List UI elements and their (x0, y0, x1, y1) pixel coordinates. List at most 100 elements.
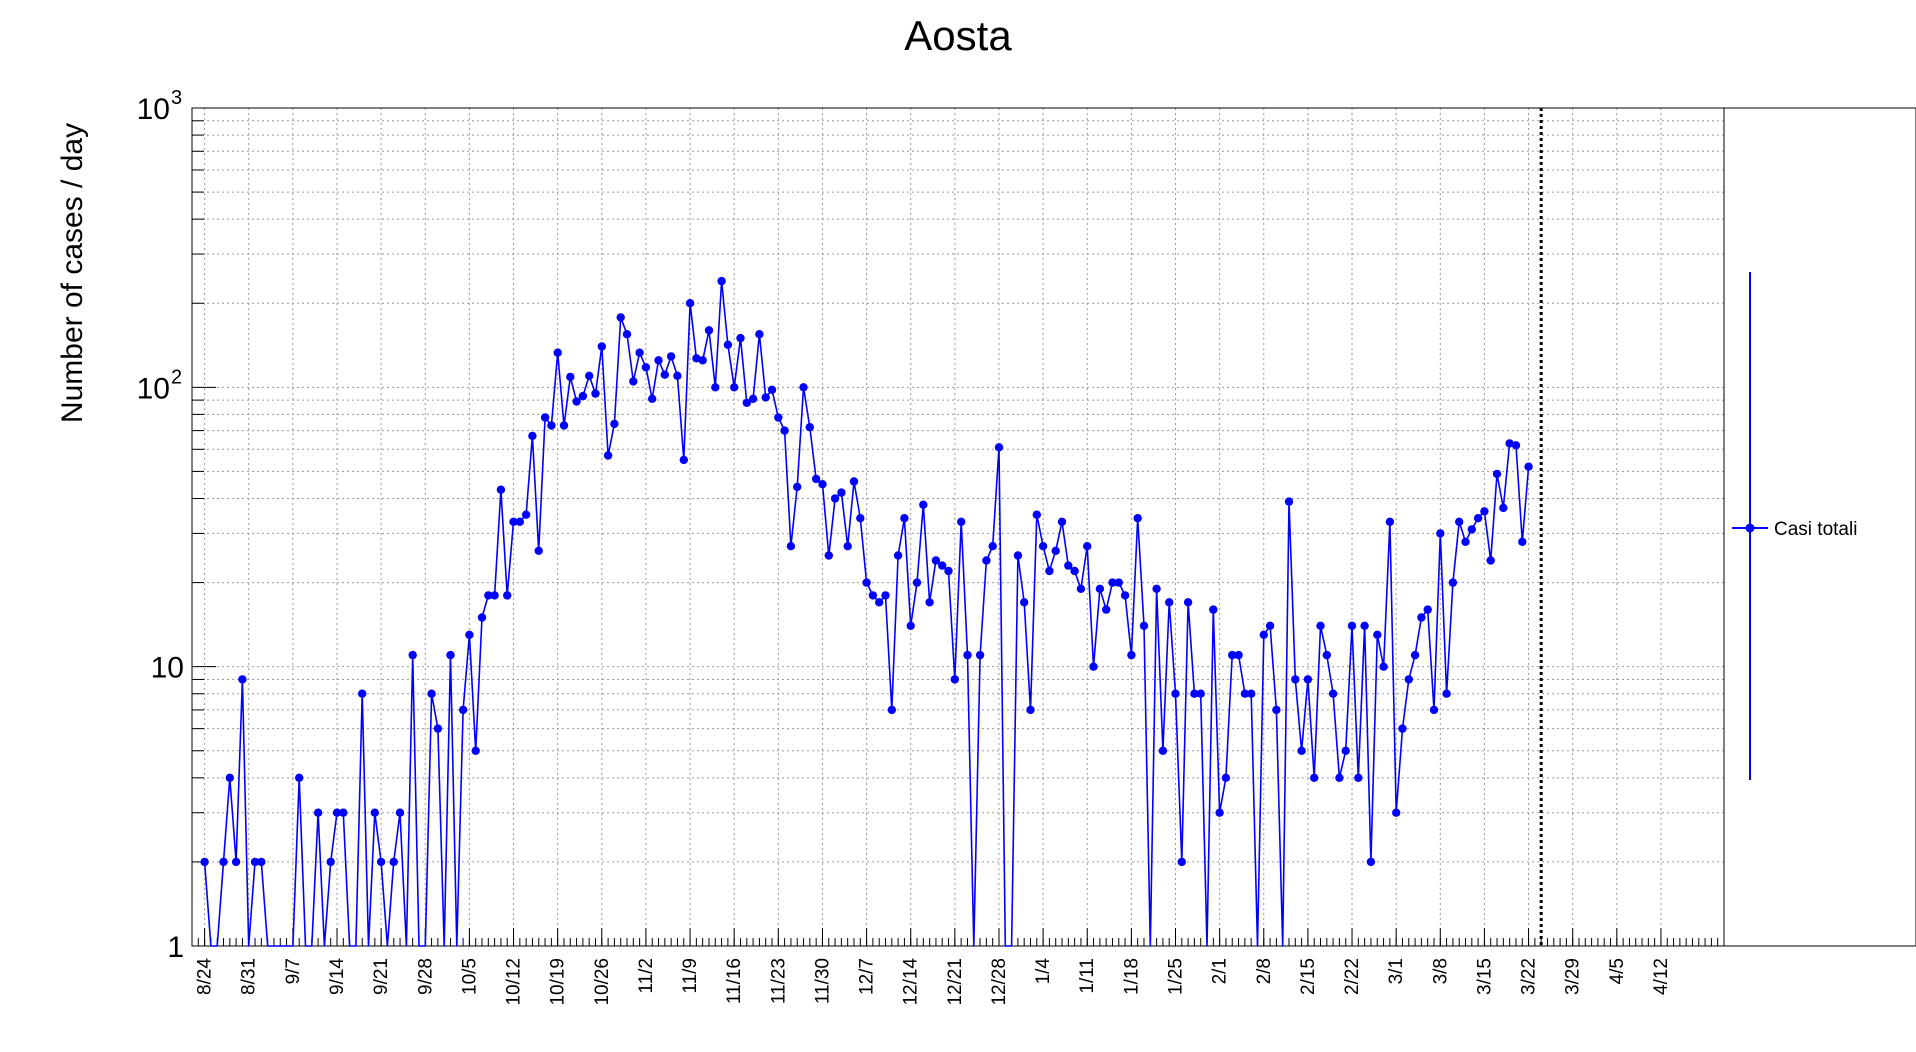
legend-label: Casi totali (1774, 519, 1857, 540)
data-point (1347, 621, 1357, 630)
data-point (1392, 808, 1401, 817)
data-point (1102, 605, 1111, 614)
data-point (767, 385, 777, 394)
y-tick-label: 10 (137, 372, 170, 405)
data-point (433, 724, 443, 733)
data-point (465, 630, 474, 639)
data-point (1480, 507, 1489, 516)
data-point (1310, 773, 1319, 782)
data-point (1505, 439, 1514, 448)
data-point (629, 377, 638, 386)
data-point (376, 857, 386, 867)
data-point (585, 371, 594, 380)
data-point (534, 546, 543, 555)
x-tick-label: 11/9 (680, 958, 701, 994)
data-point (761, 393, 770, 402)
data-point (231, 857, 241, 867)
data-point (1518, 537, 1527, 546)
data-point (1196, 689, 1205, 698)
data-point (1133, 514, 1142, 523)
data-point (578, 391, 588, 401)
y-tick-label: 1 (167, 931, 184, 964)
data-point (1038, 542, 1048, 551)
data-point (1448, 578, 1458, 587)
data-point (332, 808, 342, 817)
grid-layer (192, 108, 1724, 946)
data-point (635, 348, 644, 357)
data-point (893, 551, 903, 560)
data-point (1165, 598, 1174, 607)
data-point (919, 500, 928, 509)
data-point (925, 598, 934, 607)
data-point (326, 857, 335, 867)
data-point (1291, 675, 1300, 684)
data-point (1335, 773, 1344, 782)
data-point (1436, 529, 1445, 538)
data-point (717, 276, 726, 286)
x-tick-label: 10/12 (504, 958, 525, 1006)
x-tick-label: 9/21 (371, 958, 392, 995)
data-point (692, 354, 701, 363)
data-point (1114, 578, 1124, 587)
data-point (1095, 584, 1105, 593)
data-point (1234, 650, 1243, 660)
data-point (1108, 578, 1117, 587)
data-point (944, 566, 953, 576)
data-point (1228, 650, 1237, 660)
x-tick-label: 1/25 (1166, 958, 1187, 995)
data-point (957, 517, 966, 526)
data-point (1373, 630, 1382, 639)
data-point (1265, 621, 1275, 630)
data-point (1417, 613, 1426, 622)
data-point (654, 356, 663, 365)
y-tick-exponent: 3 (171, 87, 182, 109)
y-tick-exponent: 2 (171, 366, 182, 388)
frame-layer (191, 107, 1725, 947)
data-point (1152, 584, 1161, 593)
data-point (1410, 650, 1420, 660)
data-point (1366, 857, 1376, 867)
data-point (660, 370, 669, 379)
data-point (1183, 598, 1193, 607)
data-point (1190, 689, 1199, 698)
x-tick-label: 3/1 (1386, 958, 1407, 984)
data-point (736, 333, 745, 343)
data-point (950, 675, 959, 684)
data-point (295, 773, 304, 782)
data-point (849, 477, 859, 486)
data-point (730, 383, 739, 392)
data-point (856, 514, 865, 523)
data-point (1486, 556, 1495, 565)
data-point (685, 299, 695, 308)
data-point (912, 578, 922, 587)
data-point (931, 556, 941, 565)
x-tick-label: 4/5 (1607, 958, 1628, 984)
data-point (1083, 542, 1092, 551)
data-point (547, 421, 556, 430)
data-point (641, 363, 651, 372)
x-tick-label: 3/8 (1430, 958, 1451, 984)
data-point (843, 542, 852, 551)
x-tick-label: 12/28 (989, 958, 1010, 1006)
data-point (1461, 537, 1470, 546)
data-point (1467, 525, 1477, 534)
x-tick-label: 3/29 (1563, 958, 1584, 995)
data-point (1429, 705, 1439, 715)
data-point (900, 514, 909, 523)
x-tick-label: 2/22 (1342, 958, 1363, 995)
data-point (994, 443, 1004, 452)
legend: Casi totali (1723, 107, 1916, 947)
data-point (780, 426, 789, 435)
data-point (622, 330, 632, 339)
x-tick-label: 8/24 (195, 958, 216, 995)
data-point (458, 705, 468, 715)
data-point (711, 383, 720, 392)
y-tick-label: 10 (151, 652, 184, 685)
data-point (1272, 705, 1281, 715)
x-tick-label: 10/19 (548, 958, 569, 1006)
data-point (818, 480, 827, 489)
series-layer (200, 276, 1533, 947)
data-point (1442, 689, 1451, 698)
data-point (1455, 517, 1464, 526)
data-point (238, 675, 247, 684)
